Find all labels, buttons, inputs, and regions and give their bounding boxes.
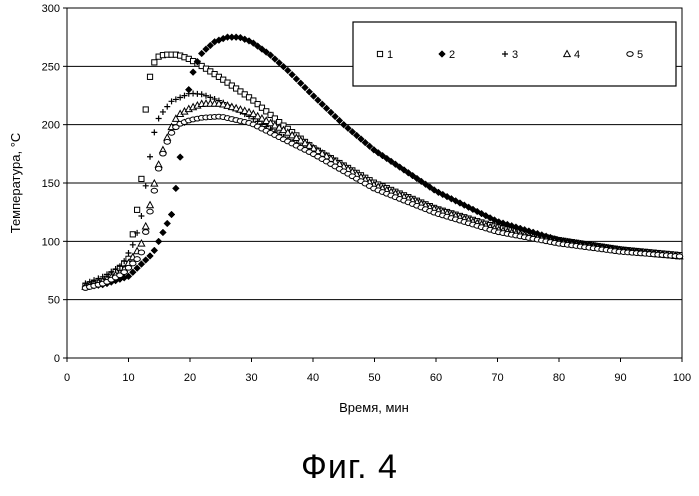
point-series-3 <box>130 242 136 248</box>
point-series-5 <box>676 254 682 259</box>
point-series-3 <box>164 104 170 110</box>
point-series-2 <box>168 211 175 218</box>
x-tick-label: 70 <box>491 372 503 384</box>
point-series-2 <box>190 69 197 76</box>
y-tick-label: 0 <box>54 353 60 365</box>
x-tick-label: 30 <box>245 372 257 384</box>
x-axis-title: Время, мин <box>339 400 409 415</box>
point-series-2 <box>155 238 162 245</box>
x-tick-label: 100 <box>673 372 691 384</box>
y-axis-ticks: 0 50 100 150 200 250 300 <box>42 3 67 365</box>
series-1 <box>83 52 682 288</box>
point-series-2 <box>172 185 179 192</box>
point-series-1 <box>143 107 148 112</box>
point-series-2 <box>297 80 304 87</box>
point-series-1 <box>139 176 144 181</box>
y-tick-label: 250 <box>42 61 60 73</box>
point-series-5 <box>134 257 140 262</box>
legend: 1 2 3 4 5 <box>353 22 676 86</box>
x-tick-label: 60 <box>430 372 442 384</box>
point-series-5 <box>151 188 157 193</box>
y-tick-label: 50 <box>48 295 60 307</box>
point-series-1 <box>147 74 152 79</box>
x-tick-label: 80 <box>553 372 565 384</box>
x-tick-label: 40 <box>307 372 319 384</box>
x-tick-label: 20 <box>184 372 196 384</box>
series-5 <box>82 114 682 290</box>
y-tick-label: 150 <box>42 178 60 190</box>
x-tick-label: 50 <box>368 372 380 384</box>
legend-label: 2 <box>449 49 455 61</box>
x-axis-ticks: 0 10 20 30 40 50 60 70 80 90 100 <box>64 358 691 384</box>
point-series-5 <box>168 130 174 135</box>
y-tick-label: 200 <box>42 120 60 132</box>
point-series-2 <box>306 88 313 95</box>
point-series-3 <box>151 129 157 135</box>
point-series-3 <box>160 109 166 115</box>
point-series-2 <box>164 220 171 227</box>
x-tick-label: 0 <box>64 372 70 384</box>
point-series-3 <box>199 91 205 97</box>
x-tick-label: 10 <box>122 372 134 384</box>
legend-marker-1 <box>377 51 382 56</box>
point-series-2 <box>177 154 184 161</box>
y-axis-title: Температура, °С <box>8 133 23 234</box>
legend-label: 5 <box>637 49 643 61</box>
point-series-1 <box>135 207 140 212</box>
y-tick-label: 300 <box>42 3 60 15</box>
temperature-chart: 0102030405060708090100 05010015020025030… <box>0 0 699 440</box>
point-series-2 <box>151 247 158 254</box>
point-series-5 <box>155 166 161 171</box>
legend-label: 1 <box>387 49 393 61</box>
point-series-2 <box>289 71 296 78</box>
point-series-2 <box>160 229 167 236</box>
point-series-3 <box>156 115 162 121</box>
point-series-4 <box>142 223 149 229</box>
point-series-5 <box>160 151 166 156</box>
point-series-5 <box>164 139 170 144</box>
point-series-1 <box>152 60 157 65</box>
point-series-3 <box>143 183 149 189</box>
point-series-5 <box>143 230 149 235</box>
point-series-5 <box>121 270 127 275</box>
point-series-5 <box>147 209 153 214</box>
point-series-3 <box>147 154 153 160</box>
point-series-5 <box>130 261 136 266</box>
x-tick-label: 90 <box>614 372 626 384</box>
point-series-3 <box>126 250 132 256</box>
point-series-2 <box>302 84 309 91</box>
figure-caption: Фиг. 4 <box>0 448 699 487</box>
legend-marker-5 <box>627 52 633 57</box>
point-series-2 <box>293 76 300 83</box>
point-series-4 <box>147 202 154 208</box>
point-series-3 <box>138 213 144 219</box>
y-tick-label: 100 <box>42 236 60 248</box>
point-series-2 <box>198 50 205 57</box>
point-series-5 <box>138 250 144 255</box>
point-series-5 <box>125 265 131 270</box>
legend-label: 3 <box>512 49 518 61</box>
legend-label: 4 <box>574 49 580 61</box>
